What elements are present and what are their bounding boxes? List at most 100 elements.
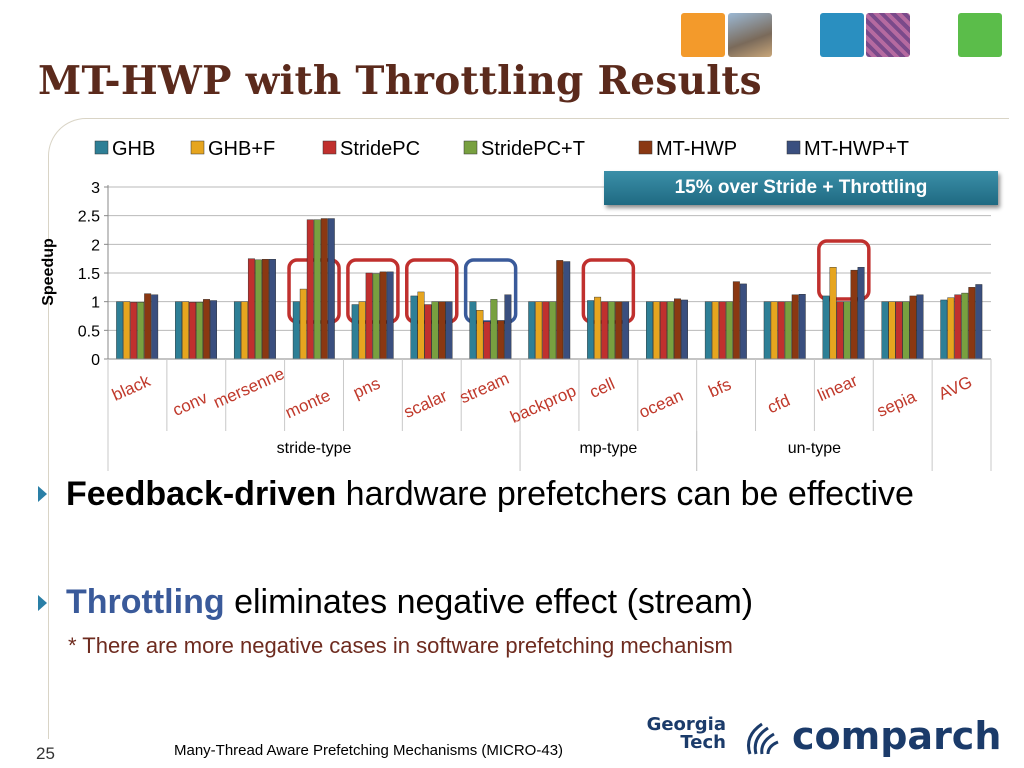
x-tick-label-linear: linear	[815, 371, 861, 405]
bar-monte-stridepc-t	[313, 219, 321, 360]
bar-scalar-stridepc	[424, 304, 432, 360]
bar-conv-stridepc	[189, 302, 197, 360]
bar-cfd-stridepc	[777, 301, 785, 360]
footer-text: Many-Thread Aware Prefetching Mechanisms…	[174, 742, 564, 759]
group-label-un-type: un-type	[788, 440, 841, 457]
legend-swatch-mt-hwp	[638, 140, 653, 155]
bar-linear-ghb	[822, 295, 830, 360]
footnote: * There are more negative cases in softw…	[68, 633, 733, 658]
bullet-throttling: Throttling eliminates negative effect (s…	[66, 580, 966, 625]
bar-sepia-stridepc-t	[902, 301, 910, 360]
bar-monte-stridepc	[306, 219, 314, 360]
header-photo-chip	[866, 13, 910, 57]
bar-stream-stridepc-t	[490, 299, 498, 360]
bar-bfs-stridepc	[718, 301, 726, 360]
bar-ocean-ghb	[646, 301, 653, 360]
georgia-tech-mark-icon	[747, 722, 779, 755]
y-tick-label-0: 0	[91, 352, 100, 369]
bullet-arrow-icon	[38, 595, 47, 611]
bar-cell-ghb	[587, 300, 595, 360]
bar-black-ghb-f	[123, 301, 131, 360]
x-tick-label-mersenne: mersenne	[211, 364, 288, 412]
bar-avg-stridepc-t	[961, 292, 969, 360]
bar-pns-stridepc	[365, 272, 373, 360]
bar-linear-mt-hwp	[850, 269, 858, 360]
x-tick-label-backprop: backprop	[507, 381, 579, 427]
x-tick-label-cell: cell	[587, 374, 618, 402]
legend-swatch-stridepc-t	[463, 140, 478, 155]
bar-conv-mt-hwp	[203, 299, 211, 360]
x-tick-label-ocean: ocean	[636, 386, 686, 422]
bar-backprop-ghb-f	[535, 301, 543, 360]
header-tile-orange	[681, 13, 725, 57]
bullet-throttling-strong: Throttling	[66, 583, 225, 621]
bar-bfs-mt-hwp	[732, 281, 740, 360]
bar-ocean-mt-hwp	[674, 298, 681, 360]
x-tick-label-pns: pns	[350, 374, 383, 403]
bar-cfd-ghb	[763, 301, 771, 360]
bar-conv-mt-hwp-t	[210, 300, 218, 360]
bar-backprop-mt-hwp-t	[563, 261, 571, 360]
legend-swatch-stridepc	[322, 140, 337, 155]
comparch-logo: comparch	[792, 714, 1002, 758]
bar-cfd-mt-hwp-t	[798, 294, 806, 360]
bar-avg-ghb	[940, 299, 948, 360]
bar-stream-stridepc	[483, 321, 491, 360]
bar-monte-ghb	[292, 301, 300, 360]
header-photo-building	[728, 13, 772, 57]
bar-conv-ghb-f	[182, 301, 190, 360]
bar-scalar-ghb-f	[417, 291, 425, 360]
bar-sepia-stridepc	[895, 301, 903, 360]
bar-bfs-ghb	[704, 301, 712, 360]
bar-black-mt-hwp	[144, 293, 152, 360]
y-tick-label-2: 2	[91, 237, 100, 254]
legend-swatch-mt-hwp-t	[786, 140, 801, 155]
bar-linear-stridepc	[836, 301, 844, 360]
slide-title: MT-HWP with Throttling Results	[38, 58, 762, 104]
bar-mersenne-mt-hwp-t	[268, 259, 276, 360]
bar-bfs-ghb-f	[711, 301, 719, 360]
x-tick-label-stream: stream	[457, 369, 512, 407]
x-tick-label-avg: AVG	[936, 372, 975, 403]
bar-pns-ghb-f	[358, 301, 366, 360]
bar-pns-mt-hwp	[379, 271, 387, 360]
bar-backprop-stridepc	[542, 301, 550, 360]
group-label-mp-type: mp-type	[579, 440, 637, 457]
x-tick-label-black: black	[109, 371, 153, 405]
bullet-feedback: Feedback-driven hardware prefetchers can…	[66, 472, 966, 517]
y-tick-label-3: 3	[91, 180, 100, 197]
legend-label-ghb: GHB	[112, 138, 155, 160]
bar-sepia-ghb	[881, 301, 889, 360]
bar-stream-mt-hwp	[497, 320, 505, 360]
bar-avg-mt-hwp	[968, 287, 976, 360]
bullet-feedback-strong: Feedback-driven	[66, 475, 337, 513]
content-frame	[48, 118, 1009, 739]
bar-sepia-mt-hwp-t	[916, 294, 924, 360]
x-tick-label-conv: conv	[170, 388, 211, 420]
bar-avg-stridepc	[954, 294, 962, 360]
bar-mersenne-stridepc-t	[254, 259, 262, 360]
legend-label-stridepc: StridePC	[340, 138, 420, 160]
header-tile-blue	[820, 13, 864, 57]
bar-cell-mt-hwp-t	[622, 301, 630, 360]
legend-swatch-ghb-f	[190, 140, 205, 155]
bar-pns-mt-hwp-t	[386, 271, 394, 360]
bar-black-mt-hwp-t	[151, 294, 159, 360]
legend-label-mt-hwp-t: MT-HWP+T	[804, 138, 909, 160]
legend-label-stridepc-t: StridePC+T	[481, 138, 585, 160]
bar-pns-ghb	[351, 304, 359, 360]
y-tick-label-1-5: 1.5	[78, 266, 100, 283]
bar-avg-mt-hwp-t	[975, 284, 983, 360]
highlight-box-linear	[817, 239, 871, 301]
bar-backprop-stridepc-t	[549, 301, 557, 360]
chart-legend: GHB GHB+F StridePC StridePC+T MT-HWP MT-HWP+T	[94, 138, 909, 160]
bar-stream-ghb-f	[476, 310, 484, 360]
x-tick-label-monte: monte	[282, 386, 333, 423]
bar-backprop-ghb	[528, 301, 536, 360]
bar-ocean-stridepc-t	[667, 301, 674, 360]
header-tile-green	[958, 13, 1002, 57]
x-tick-label-bfs: bfs	[706, 375, 734, 402]
bar-cell-stridepc	[601, 301, 609, 360]
bar-backprop-mt-hwp	[556, 260, 564, 360]
page-number: 25	[36, 744, 55, 763]
